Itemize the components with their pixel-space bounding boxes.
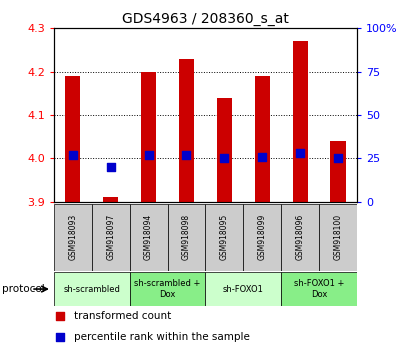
Bar [243, 204, 281, 271]
Text: GSM918096: GSM918096 [295, 214, 305, 260]
Text: GSM918100: GSM918100 [334, 214, 342, 260]
Bar [319, 204, 357, 271]
Text: protocol: protocol [2, 284, 45, 294]
Text: GSM918098: GSM918098 [182, 214, 191, 260]
Bar [141, 72, 156, 202]
Bar [330, 141, 346, 202]
Point [145, 152, 152, 158]
Text: GSM918094: GSM918094 [144, 214, 153, 260]
Point [259, 154, 266, 160]
Point [221, 155, 228, 161]
Bar [293, 41, 308, 202]
Point [107, 164, 114, 170]
Bar [54, 204, 92, 271]
Text: transformed count: transformed count [73, 311, 171, 321]
Text: sh-scrambled: sh-scrambled [63, 285, 120, 293]
Text: GSM918099: GSM918099 [258, 214, 267, 260]
Bar [281, 272, 357, 306]
Bar [92, 204, 129, 271]
Bar [281, 204, 319, 271]
Bar [129, 204, 168, 271]
Title: GDS4963 / 208360_s_at: GDS4963 / 208360_s_at [122, 12, 289, 26]
Bar [255, 76, 270, 202]
Text: GSM918095: GSM918095 [220, 214, 229, 260]
Bar [205, 204, 243, 271]
Text: GSM918097: GSM918097 [106, 214, 115, 260]
Text: sh-scrambled +
Dox: sh-scrambled + Dox [134, 279, 201, 299]
Point [57, 313, 63, 319]
Point [183, 152, 190, 158]
Point [297, 150, 303, 156]
Text: sh-FOXO1 +
Dox: sh-FOXO1 + Dox [294, 279, 344, 299]
Text: sh-FOXO1: sh-FOXO1 [223, 285, 264, 293]
Bar [168, 204, 205, 271]
Bar [217, 98, 232, 202]
Bar [205, 272, 281, 306]
Point [334, 155, 341, 161]
Text: GSM918093: GSM918093 [68, 214, 77, 260]
Bar [129, 272, 205, 306]
Point [57, 334, 63, 340]
Bar [54, 272, 129, 306]
Bar [65, 76, 81, 202]
Bar [103, 198, 118, 202]
Text: percentile rank within the sample: percentile rank within the sample [73, 332, 249, 342]
Point [70, 152, 76, 158]
Bar [179, 59, 194, 202]
